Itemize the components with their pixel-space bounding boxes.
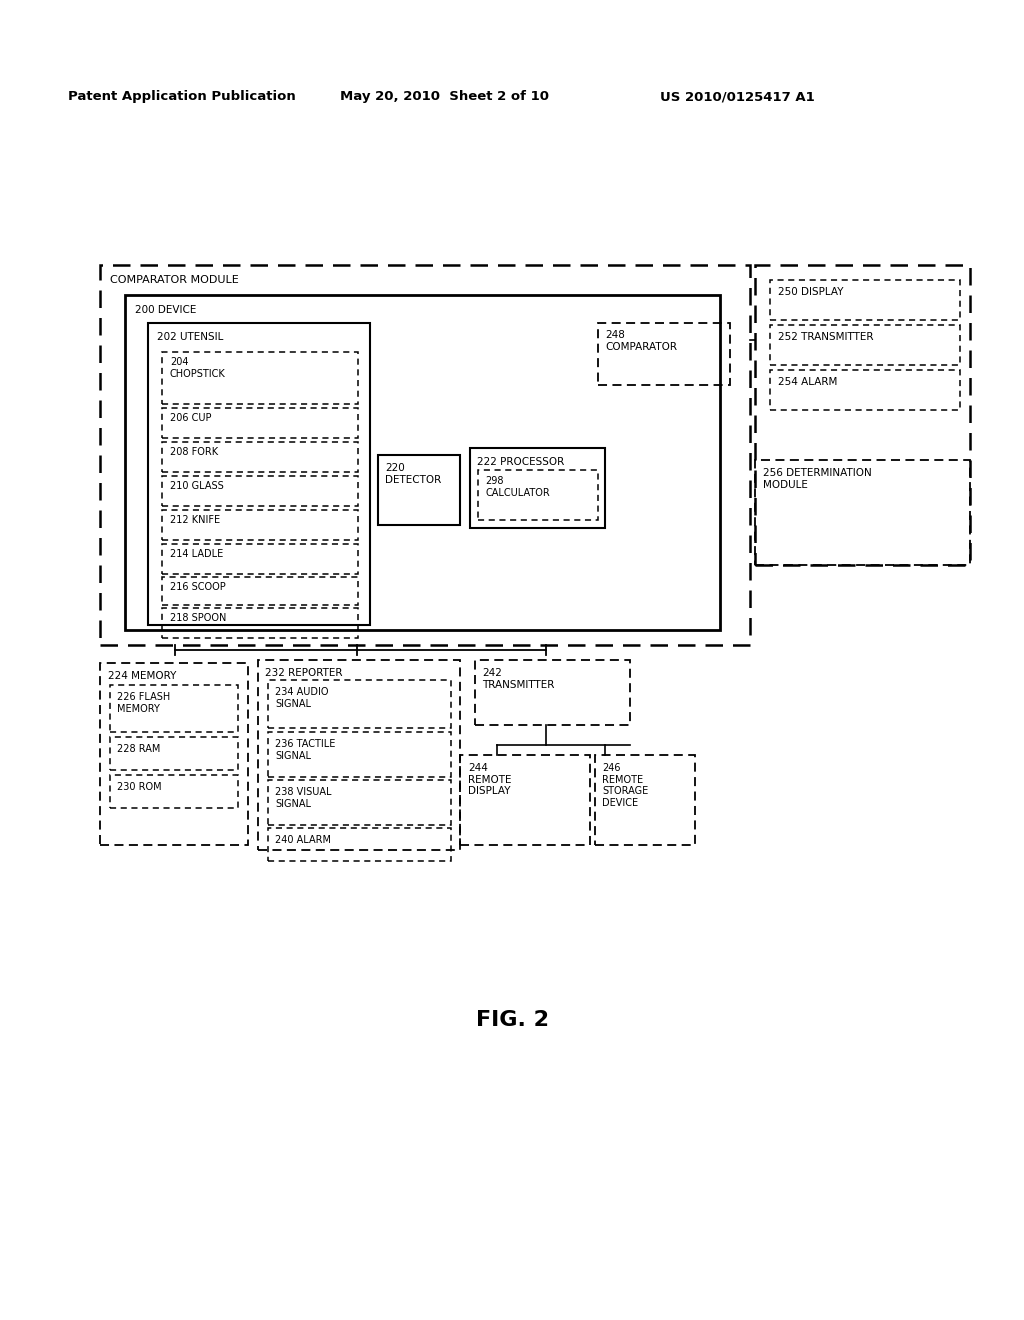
Text: 224 MEMORY: 224 MEMORY [108, 671, 176, 681]
Bar [162, 352, 358, 404]
Text: 212 KNIFE: 212 KNIFE [170, 515, 220, 525]
Bar [125, 294, 720, 630]
Text: 254 ALARM: 254 ALARM [778, 378, 838, 387]
Text: 202 UTENSIL: 202 UTENSIL [157, 333, 223, 342]
Bar [755, 265, 970, 565]
Bar [258, 660, 460, 850]
Text: FIG. 2: FIG. 2 [475, 1010, 549, 1030]
Bar [475, 660, 630, 725]
Text: 222 PROCESSOR: 222 PROCESSOR [477, 457, 564, 467]
Bar [100, 265, 750, 645]
Text: 250 DISPLAY: 250 DISPLAY [778, 286, 844, 297]
Bar [162, 442, 358, 473]
Bar [755, 459, 970, 565]
Text: 214 LADLE: 214 LADLE [170, 549, 223, 558]
Text: 252 TRANSMITTER: 252 TRANSMITTER [778, 333, 873, 342]
Bar [470, 447, 605, 528]
Bar [268, 733, 451, 777]
Text: May 20, 2010  Sheet 2 of 10: May 20, 2010 Sheet 2 of 10 [340, 90, 549, 103]
Bar [770, 280, 961, 319]
Bar [162, 408, 358, 438]
Bar [595, 755, 695, 845]
Bar [378, 455, 460, 525]
Text: 200 DEVICE: 200 DEVICE [135, 305, 197, 315]
Text: 208 FORK: 208 FORK [170, 447, 218, 457]
Text: 204
CHOPSTICK: 204 CHOPSTICK [170, 356, 225, 379]
Text: 298
CALCULATOR: 298 CALCULATOR [485, 477, 550, 498]
Text: 210 GLASS: 210 GLASS [170, 480, 224, 491]
Text: US 2010/0125417 A1: US 2010/0125417 A1 [660, 90, 815, 103]
Bar [598, 323, 730, 385]
Bar [770, 325, 961, 366]
Text: 238 VISUAL
SIGNAL: 238 VISUAL SIGNAL [275, 787, 332, 809]
Text: 230 ROM: 230 ROM [117, 781, 162, 792]
Text: 236 TACTILE
SIGNAL: 236 TACTILE SIGNAL [275, 739, 336, 760]
Bar [162, 609, 358, 638]
Text: 216 SCOOP: 216 SCOOP [170, 582, 225, 591]
Bar [162, 510, 358, 540]
Text: 246
REMOTE
STORAGE
DEVICE: 246 REMOTE STORAGE DEVICE [602, 763, 648, 808]
Bar [162, 577, 358, 605]
Text: 220
DETECTOR: 220 DETECTOR [385, 463, 441, 484]
Bar [268, 780, 451, 825]
Bar [100, 663, 248, 845]
Bar [460, 755, 590, 845]
Text: 240 ALARM: 240 ALARM [275, 836, 331, 845]
Bar [162, 477, 358, 506]
Text: 228 RAM: 228 RAM [117, 744, 161, 754]
Bar [110, 685, 238, 733]
Bar [770, 370, 961, 411]
Text: 248
COMPARATOR: 248 COMPARATOR [605, 330, 677, 351]
Text: 234 AUDIO
SIGNAL: 234 AUDIO SIGNAL [275, 686, 329, 709]
Bar [268, 828, 451, 861]
Text: 244
REMOTE
DISPLAY: 244 REMOTE DISPLAY [468, 763, 512, 796]
Bar [162, 544, 358, 574]
Bar [268, 680, 451, 729]
Text: 256 DETERMINATION
MODULE: 256 DETERMINATION MODULE [763, 469, 871, 490]
Text: 226 FLASH
MEMORY: 226 FLASH MEMORY [117, 692, 170, 714]
Text: Patent Application Publication: Patent Application Publication [68, 90, 296, 103]
Text: 242
TRANSMITTER: 242 TRANSMITTER [482, 668, 554, 689]
Bar [110, 775, 238, 808]
Bar [478, 470, 598, 520]
Bar [148, 323, 370, 624]
Text: 218 SPOON: 218 SPOON [170, 612, 226, 623]
Text: COMPARATOR MODULE: COMPARATOR MODULE [110, 275, 239, 285]
Bar [110, 737, 238, 770]
Text: 206 CUP: 206 CUP [170, 413, 212, 422]
Text: 232 REPORTER: 232 REPORTER [265, 668, 342, 678]
